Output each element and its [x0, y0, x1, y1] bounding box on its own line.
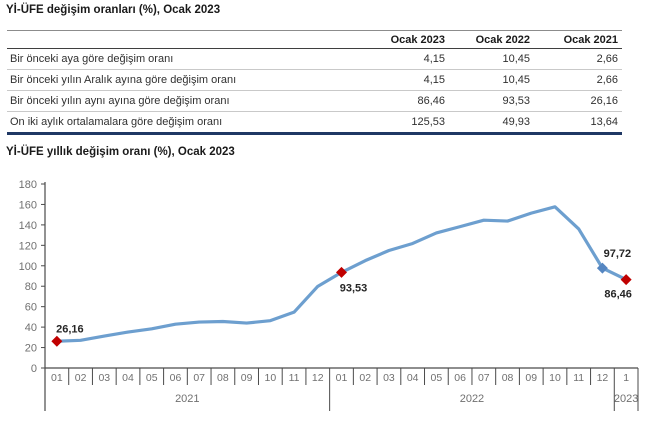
year-label: 2022 — [460, 393, 484, 405]
header-row: Ocak 2023 Ocak 2022 Ocak 2021 — [7, 31, 622, 49]
value-cell: 2,66 — [530, 69, 622, 91]
value-cell: 26,16 — [530, 90, 622, 112]
month-label: 05 — [146, 372, 158, 384]
summary-table: Ocak 2023 Ocak 2022 Ocak 2021 Bir önceki a… — [7, 31, 622, 132]
y-axis-tick-label: 20 — [25, 343, 37, 355]
month-label: 07 — [478, 372, 490, 384]
month-label: 04 — [407, 372, 419, 384]
table-row: On iki aylık ortalamalara göre değişim o… — [7, 112, 622, 133]
summary-table-header: Ocak 2023 Ocak 2022 Ocak 2021 — [7, 31, 622, 49]
data-point-label: 26,16 — [56, 323, 84, 335]
summary-table-body: Bir önceki aya göre değişim oranı 4,15 10,… — [7, 48, 622, 133]
data-point-label: 93,53 — [340, 282, 368, 294]
value-cell: 125,53 — [411, 116, 445, 128]
row-label: On iki aylık ortalamalara göre değişim o… — [10, 116, 223, 128]
column-header: Ocak 2021 — [530, 31, 622, 49]
row-label-column-header — [7, 31, 359, 49]
y-axis-tick-label: 100 — [19, 261, 37, 273]
value-cell: 2,66 — [530, 48, 622, 70]
month-label: 06 — [454, 372, 466, 384]
table-title: Yİ-ÜFE değişim oranları (%), Ocak 2023 — [6, 4, 221, 16]
data-point-label: 86,46 — [604, 289, 632, 301]
month-label: 01 — [336, 372, 348, 384]
y-axis-tick-label: 80 — [25, 281, 37, 293]
row-label: Bir önceki yılın Aralık ayına göre değiş… — [7, 69, 359, 91]
month-label: 09 — [525, 372, 537, 384]
month-label: 12 — [312, 372, 324, 384]
month-label: 08 — [217, 372, 229, 384]
year-label: 2023 — [614, 393, 638, 405]
month-label: 05 — [431, 372, 443, 384]
month-label: 03 — [98, 372, 110, 384]
data-point-label: 97,72 — [604, 248, 632, 260]
y-axis-tick-label: 180 — [19, 179, 37, 191]
month-label: 03 — [383, 372, 395, 384]
data-point-marker — [596, 262, 608, 274]
column-header: Ocak 2023 — [359, 31, 445, 49]
data-point-marker — [620, 274, 632, 286]
value-cell: 4,15 — [359, 48, 445, 70]
month-label: 06 — [170, 372, 182, 384]
value-cell: 93,53 — [445, 90, 530, 112]
summary-table-wrap: Ocak 2023 Ocak 2022 Ocak 2021 Bir önceki a… — [7, 30, 622, 135]
data-point-marker — [336, 266, 347, 278]
month-label: 04 — [122, 372, 134, 384]
data-point-marker — [51, 335, 63, 347]
value-cell: 86,46 — [359, 90, 445, 112]
value-cell: 49,93 — [502, 116, 530, 128]
y-axis-tick-label: 60 — [25, 302, 37, 314]
value-cell: 10,45 — [445, 69, 530, 91]
month-label: 10 — [549, 372, 561, 384]
y-axis-tick-label: 140 — [19, 220, 37, 232]
month-label: 11 — [573, 372, 584, 384]
month-label: 01 — [51, 372, 63, 384]
month-label: 09 — [241, 372, 253, 384]
y-axis-tick-label: 160 — [19, 199, 37, 211]
y-axis-tick-label: 40 — [25, 322, 37, 334]
y-axis-tick-label: 0 — [31, 363, 37, 375]
value-cell: 13,64 — [590, 116, 618, 128]
month-label: 07 — [193, 372, 205, 384]
y-axis-tick-label: 120 — [19, 240, 37, 252]
value-cell: 10,45 — [445, 48, 530, 70]
month-label: 02 — [75, 372, 87, 384]
table-row: Bir önceki yılın aynı ayına göre değişim… — [7, 90, 622, 112]
month-label: 11 — [289, 372, 300, 384]
row-label: Bir önceki yılın aynı ayına göre değişim… — [7, 90, 359, 112]
month-label: 12 — [597, 372, 609, 384]
table-row: Bir önceki aya göre değişim oranı 4,15 10,… — [7, 48, 622, 70]
row-label: Bir önceki aya göre değişim oranı — [7, 48, 359, 70]
month-label: 1 — [623, 372, 629, 384]
value-cell: 4,15 — [359, 69, 445, 91]
column-header: Ocak 2022 — [445, 31, 530, 49]
table-row: Bir önceki yılın Aralık ayına göre değiş… — [7, 69, 622, 91]
year-label: 2021 — [175, 393, 199, 405]
month-label: 08 — [502, 372, 514, 384]
month-label: 10 — [264, 372, 276, 384]
chart-title: Yİ-ÜFE yıllık değişim oranı (%), Ocak 20… — [6, 146, 235, 158]
month-label: 02 — [359, 372, 371, 384]
